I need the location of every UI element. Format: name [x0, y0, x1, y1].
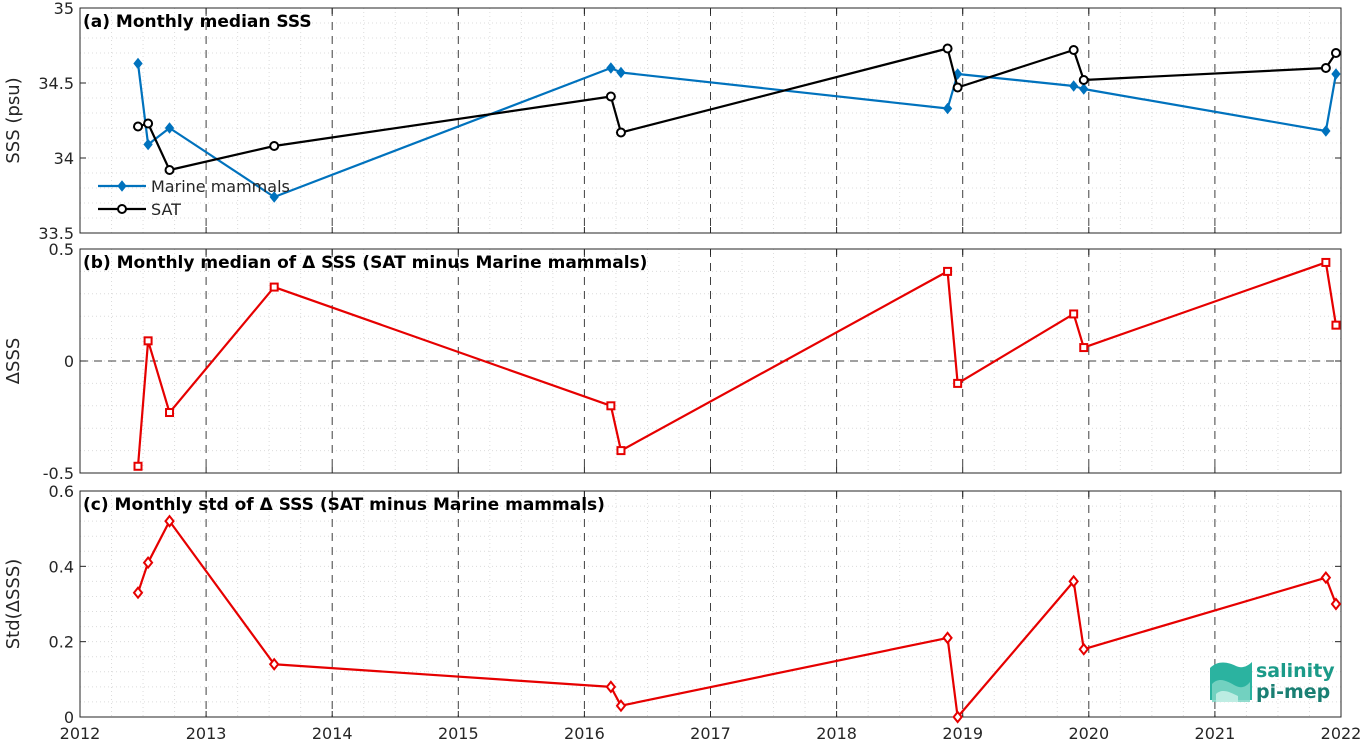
data-point	[1331, 68, 1341, 80]
grid	[80, 490, 1341, 718]
data-point	[1068, 574, 1079, 589]
data-point	[616, 66, 626, 79]
legend-marker	[117, 180, 127, 192]
series-sat	[133, 43, 1341, 175]
data-point	[605, 680, 617, 694]
data-point	[952, 82, 963, 93]
x-tick-label: 2014	[312, 724, 353, 743]
data-point	[268, 657, 280, 671]
series-line	[136, 261, 1338, 467]
logo-wave-icon	[1210, 662, 1252, 702]
y-tick-label: 0	[64, 708, 74, 727]
y-tick-label: 35	[54, 0, 74, 18]
y-tick-label: -0.5	[43, 464, 74, 483]
x-tick-label: 2015	[438, 724, 479, 743]
series-marine-mammals	[133, 57, 1341, 203]
data-point	[133, 121, 144, 132]
x-tick-label: 2012	[60, 724, 101, 743]
data-point	[942, 43, 953, 54]
data-point	[269, 282, 279, 292]
data-point	[952, 710, 963, 724]
data-point	[616, 446, 626, 456]
panel-c: 0 0.2 0.4 0.6 2012 2013 2014 2015 2016 2017 2018 20…	[3, 482, 1361, 743]
data-point	[1320, 571, 1332, 585]
logo-text-salinity: salinity	[1256, 660, 1335, 682]
y-tick-label: 0.6	[49, 482, 74, 501]
data-point	[1321, 257, 1331, 267]
series-delta-sss	[132, 514, 1342, 724]
panel-title: (a) Monthly median SSS	[83, 12, 312, 32]
data-point	[1069, 309, 1079, 319]
y-tick-label: 34.5	[38, 74, 74, 93]
data-point	[615, 699, 627, 713]
x-tick-label: 2021	[1195, 724, 1236, 743]
series-delta-sss	[133, 257, 1341, 471]
data-point	[143, 138, 153, 151]
legend-label: SAT	[151, 200, 181, 219]
data-point	[142, 555, 154, 570]
grid	[80, 7, 1341, 234]
data-point	[606, 401, 616, 411]
data-point	[606, 62, 616, 74]
series-line	[136, 520, 1337, 719]
y-tick-label: 34	[54, 149, 74, 168]
panel-title: (c) Monthly std of Δ SSS (SAT minus Mari…	[83, 495, 605, 515]
x-tick-label: 2017	[690, 724, 731, 743]
y-tick-label: 0	[64, 352, 74, 371]
data-point	[1330, 597, 1342, 611]
grid	[80, 248, 1341, 474]
data-point	[605, 91, 616, 102]
panel-b: -0.5 0 0.5 ΔSSS (b) Monthly median of Δ SSS …	[3, 240, 1342, 483]
y-axis-label: ΔSSS	[3, 338, 24, 385]
data-point	[1069, 80, 1079, 92]
x-tick-label: 2018	[816, 724, 857, 743]
panel-title: (b) Monthly median of Δ SSS (SAT minus M…	[83, 253, 647, 273]
data-point	[143, 336, 153, 346]
data-point	[269, 141, 280, 151]
y-tick-label: 33.5	[38, 224, 74, 243]
legend-label: Marine mammals	[151, 177, 290, 196]
data-point	[942, 102, 953, 115]
legend: Marine mammals SAT	[98, 177, 290, 219]
series-line	[137, 47, 1337, 172]
y-tick-label: 0.4	[49, 557, 74, 576]
data-point	[942, 631, 953, 645]
data-point	[1068, 45, 1079, 55]
data-point	[164, 165, 175, 175]
data-point	[164, 514, 175, 528]
panel-a: 33.5 34 34.5 35 SSS (psu) (a) Monthly median …	[3, 0, 1342, 243]
x-tick-label: 2016	[564, 724, 605, 743]
data-point	[953, 378, 963, 388]
y-axis-label: SSS (psu)	[3, 77, 24, 163]
data-point	[269, 191, 279, 203]
y-tick-label: 0.5	[49, 240, 74, 259]
y-axis-label: Std(ΔSSS)	[3, 559, 24, 650]
data-point	[1320, 63, 1331, 73]
data-point	[1330, 48, 1341, 58]
data-point	[1079, 83, 1089, 95]
data-point	[1078, 75, 1089, 85]
data-point	[133, 57, 143, 70]
data-point	[165, 408, 175, 418]
legend-marker	[117, 204, 127, 214]
data-point	[1321, 125, 1331, 137]
series-line	[136, 63, 1338, 199]
logo-text-pi-mep: pi-mep	[1256, 681, 1330, 703]
data-point	[615, 127, 626, 138]
data-point	[143, 118, 154, 129]
data-point	[133, 461, 143, 471]
y-tick-label: 0.2	[49, 633, 74, 652]
data-point	[164, 122, 175, 134]
data-point	[1331, 320, 1341, 330]
data-point	[1079, 343, 1089, 353]
x-tick-label: 2022	[1321, 724, 1362, 743]
x-tick-label: 2020	[1068, 724, 1109, 743]
salinity-pi-mep-logo: salinity pi-mep	[1210, 660, 1335, 703]
x-tick-label: 2013	[186, 724, 227, 743]
x-tick-label: 2019	[942, 724, 983, 743]
data-point	[132, 586, 144, 600]
data-point	[1078, 642, 1090, 656]
data-point	[943, 266, 953, 276]
